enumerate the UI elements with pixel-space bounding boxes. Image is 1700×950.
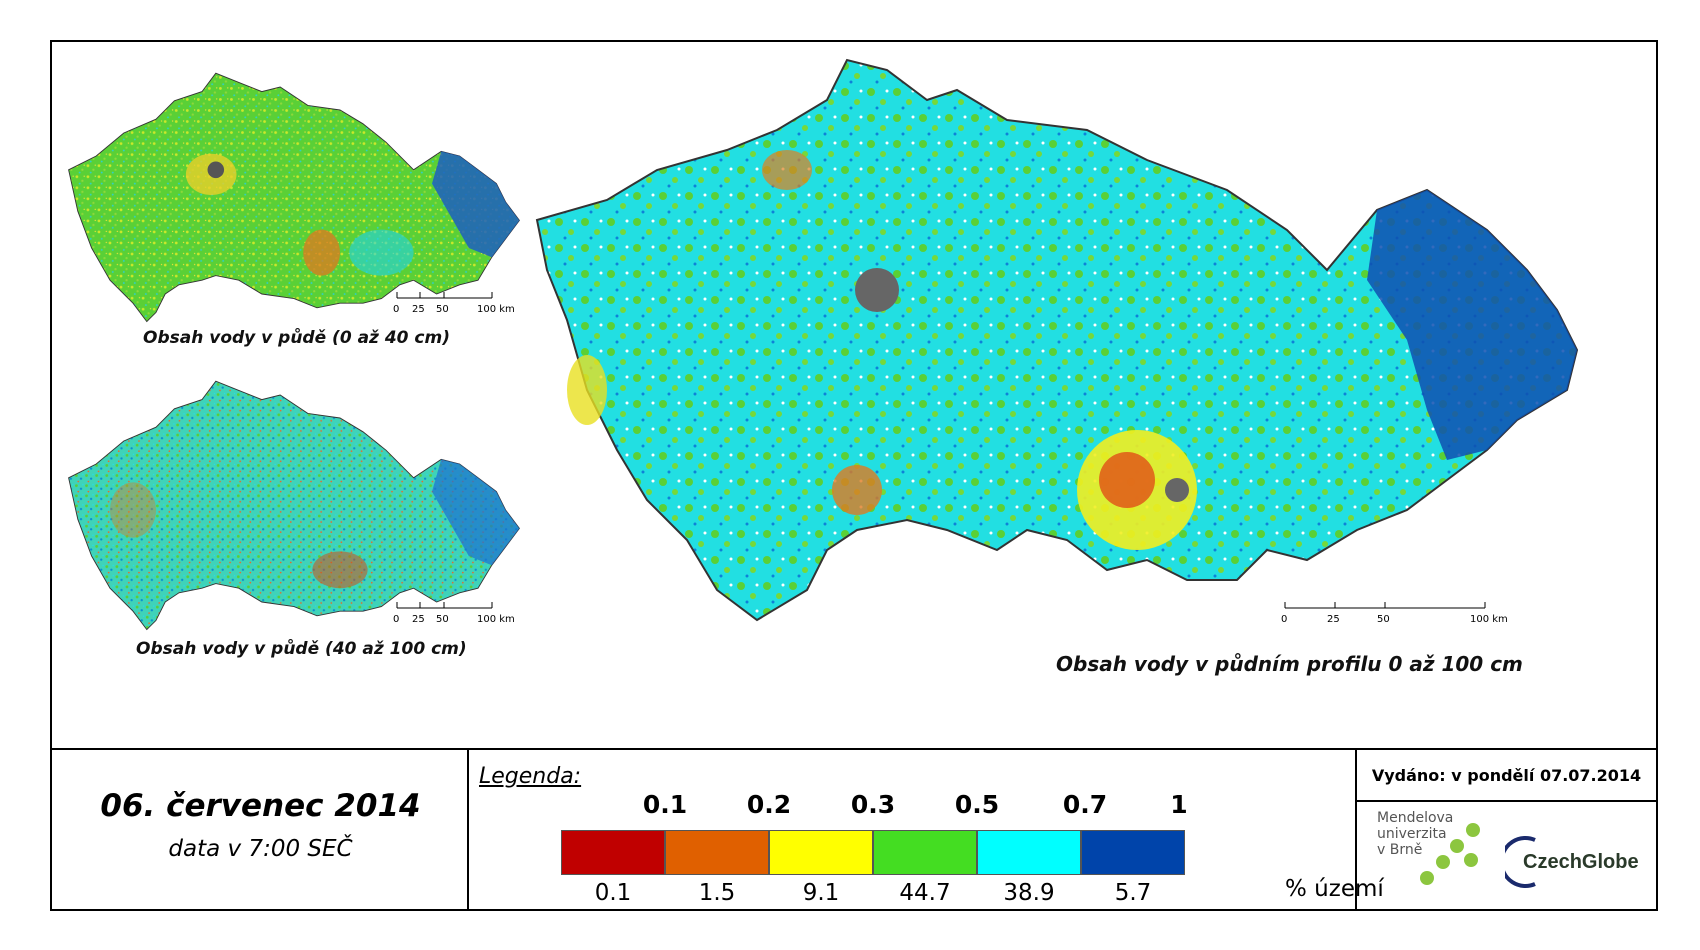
legend-swatch (1081, 830, 1185, 875)
mendel-university-logo: Mendelova univerzita v Brně (1377, 810, 1454, 858)
legend-title: Legenda: (479, 764, 582, 789)
mendel-dots-icon (1420, 823, 1480, 885)
caption-top-left: Obsah vody v půdě (0 až 40 cm) (143, 328, 450, 348)
country-shape (68, 380, 520, 631)
czechglobe-text: CzechGlobe (1523, 851, 1639, 873)
map-frame: 0 25 50 100 km 0 25 50 100 km 0 25 50 10… (50, 40, 1658, 911)
legend-threshold: 1 (1170, 790, 1188, 819)
caption-main: Obsah vody v půdním profilu 0 až 100 cm (1056, 652, 1523, 676)
scale-label: 25 (1327, 614, 1340, 625)
scale-label: 50 (1377, 614, 1390, 625)
map-bottom-left (68, 380, 520, 631)
country-shape (535, 58, 1579, 622)
legend-percent: 38.9 (1003, 880, 1055, 906)
legend-panel: Legenda: 0.1 0.2 0.3 0.5 0.7 1 0.1 1.5 9… (469, 750, 1384, 911)
scale-label: 50 (436, 614, 449, 625)
legend-swatch (873, 830, 977, 875)
caption-bottom-left: Obsah vody v půdě (40 až 100 cm) (136, 639, 467, 659)
scale-label: 25 (412, 614, 425, 625)
scale-label: 100 km (477, 304, 515, 315)
scale-bottom-left (396, 602, 493, 609)
legend-threshold: 0.5 (954, 790, 1000, 819)
info-bar: 06. červenec 2014 data v 7:00 SEČ Legend… (52, 748, 1656, 911)
legend-threshold: 0.1 (642, 790, 688, 819)
legend-threshold: 0.3 (850, 790, 896, 819)
issued-date: Vydáno: v pondělí 07.07.2014 (1357, 750, 1656, 802)
legend-percent: 44.7 (899, 880, 951, 906)
scale-label: 100 km (1470, 614, 1508, 625)
maps-canvas (68, 58, 1579, 631)
scale-top-left (396, 292, 493, 299)
legend-percent: 1.5 (698, 880, 736, 906)
map-top-left (68, 72, 520, 323)
scale-label: 0 (393, 614, 400, 625)
date-title: 06. červenec 2014 (100, 788, 421, 824)
legend-percent: 0.1 (594, 880, 632, 906)
scale-label: 50 (436, 304, 449, 315)
legend-swatch (665, 830, 769, 875)
legend-unit: % území (1285, 876, 1384, 902)
map-main (535, 58, 1579, 622)
legend-threshold: 0.7 (1062, 790, 1108, 819)
scale-label: 0 (1281, 614, 1288, 625)
issue-panel: Vydáno: v pondělí 07.07.2014 Mendelova u… (1357, 750, 1656, 911)
date-panel: 06. červenec 2014 data v 7:00 SEČ (52, 750, 469, 911)
scale-main (1284, 602, 1486, 609)
legend-percent: 9.1 (802, 880, 840, 906)
scale-label: 0 (393, 304, 400, 315)
legend-percent: 5.7 (1114, 880, 1152, 906)
legend-threshold: 0.2 (746, 790, 792, 819)
czechglobe-logo: CzechGlobe (1505, 836, 1639, 888)
scale-label: 25 (412, 304, 425, 315)
legend-swatch (561, 830, 665, 875)
legend-swatch (977, 830, 1081, 875)
legend-swatch (769, 830, 873, 875)
date-subtitle: data v 7:00 SEČ (168, 836, 353, 862)
scale-label: 100 km (477, 614, 515, 625)
